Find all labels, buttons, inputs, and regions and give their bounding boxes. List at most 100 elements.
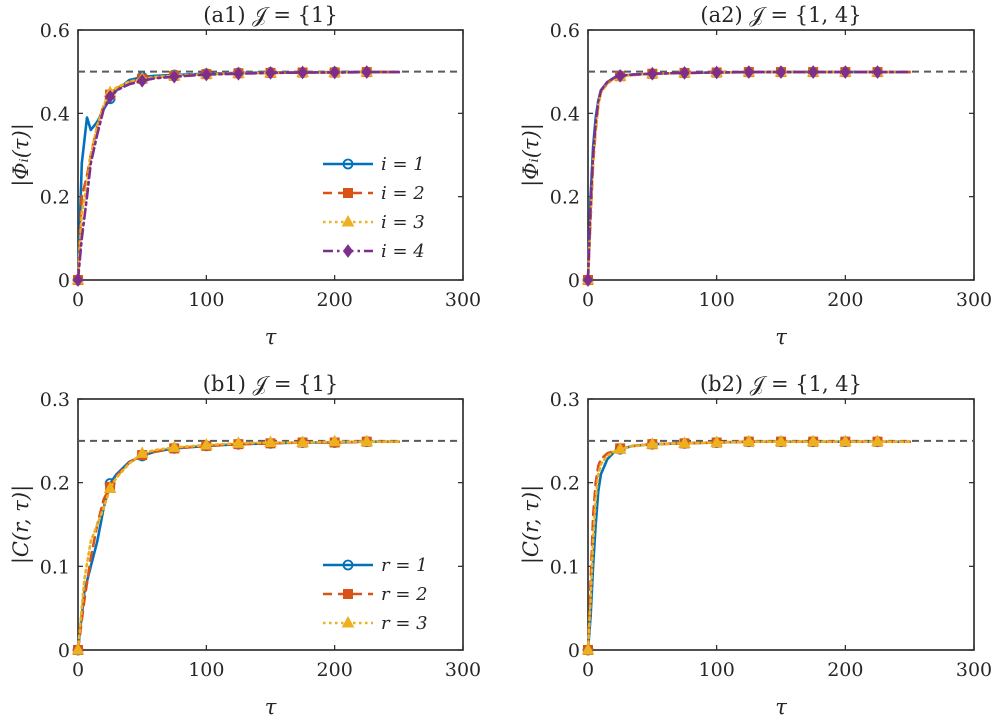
legend: r = 1 r = 2 r = 3 (323, 555, 428, 634)
data-point (71, 642, 85, 655)
legend-marker (342, 244, 354, 258)
x-tick-label: 200 (317, 289, 353, 311)
series-2 (583, 436, 912, 655)
y-tick-label: 0 (568, 270, 580, 292)
legend-label: i = 4 (381, 241, 425, 262)
x-tick-label: 0 (582, 659, 594, 681)
data-point (360, 434, 374, 447)
legend-marker (343, 589, 353, 599)
x-tick-label: 300 (956, 289, 992, 311)
data-point (647, 66, 658, 81)
data-point (775, 65, 787, 79)
series-line (76, 440, 401, 652)
data-point (201, 67, 212, 82)
legend-marker (342, 158, 354, 170)
y-axis-label: |C(r, τ)| (9, 485, 34, 564)
legend-label: i = 3 (381, 212, 425, 233)
data-point (871, 434, 884, 447)
y-tick-label: 0.3 (40, 389, 70, 411)
data-point (774, 434, 788, 447)
legend: i = 1 i = 2 i = 3 i = 4 (323, 154, 425, 262)
legend-marker (342, 559, 354, 571)
data-point (135, 446, 149, 458)
series-1 (582, 66, 912, 286)
series-4 (72, 65, 401, 287)
data-point (742, 434, 756, 447)
plot-frame (587, 398, 975, 651)
y-tick-label: 0 (58, 640, 70, 662)
y-tick-label: 0.2 (40, 473, 70, 495)
panel-title: (a2) 𝒥 = {1, 4} (700, 3, 861, 27)
y-tick-label: 0.2 (550, 187, 580, 209)
x-tick-label: 200 (317, 659, 353, 681)
data-point (678, 436, 691, 448)
data-point (103, 481, 117, 494)
legend-marker (341, 615, 355, 628)
x-tick-label: 100 (188, 289, 224, 311)
x-tick-label: 0 (72, 659, 84, 681)
legend-marker (343, 188, 353, 198)
y-tick-label: 0.1 (40, 556, 70, 578)
x-axis-label: τ (775, 695, 787, 719)
series-4 (582, 65, 912, 287)
data-point (840, 65, 851, 79)
plot-frame (587, 29, 975, 281)
series-line (76, 440, 401, 652)
x-tick-label: 200 (827, 659, 863, 681)
y-tick-label: 0 (58, 270, 70, 292)
data-point (264, 435, 277, 448)
plot-frame (77, 29, 464, 281)
data-point (581, 642, 595, 655)
legend-label: r = 2 (381, 584, 428, 605)
series-line (586, 440, 912, 652)
data-point (104, 89, 116, 104)
data-point (710, 435, 724, 448)
series-line (586, 70, 912, 282)
series-line (586, 70, 912, 282)
data-point (296, 435, 309, 448)
x-tick-label: 0 (72, 289, 84, 311)
series-line (76, 440, 401, 652)
panel-a2: 0 100 200 300 0 0.2 0.4 0.6 (a2) 𝒥 = {1, 4} τ |Φᵢ(… (519, 3, 992, 349)
panel-title: (b2) 𝒥 = {1, 4} (700, 372, 862, 396)
panel-a1: 0 100 200 300 0 0.2 0.4 0.6 (a1) 𝒥 = {1} τ |Φᵢ(τ)|… (9, 3, 481, 349)
data-point (645, 437, 659, 449)
x-tick-label: 100 (699, 289, 735, 311)
legend-label: r = 1 (381, 555, 428, 576)
x-tick-label: 300 (445, 289, 481, 311)
series-3 (71, 434, 401, 655)
series-line (586, 70, 912, 282)
legend-label: r = 3 (381, 613, 428, 634)
legend-label: i = 2 (381, 183, 425, 204)
data-point (361, 65, 372, 79)
data-point (328, 434, 342, 447)
x-tick-label: 300 (445, 659, 481, 681)
data-point (613, 442, 627, 454)
plot-frame (77, 398, 464, 651)
series-1 (582, 436, 912, 656)
y-tick-label: 0 (568, 640, 580, 662)
data-point (808, 65, 819, 79)
y-axis-label: |Φᵢ(τ)| (9, 123, 34, 187)
data-point (233, 66, 244, 81)
panel-b1: 0 100 200 300 0 0.1 0.2 0.3 (b1) 𝒥 = {1} τ |C(r, τ… (9, 372, 481, 719)
y-tick-label: 0.6 (550, 20, 580, 42)
data-point (137, 74, 148, 88)
series-3 (581, 65, 912, 285)
y-tick-label: 0.1 (550, 556, 580, 578)
series-3 (581, 434, 912, 655)
series-2 (583, 67, 912, 285)
data-point (838, 434, 852, 447)
y-tick-label: 0.4 (40, 103, 70, 125)
x-axis-label: τ (775, 325, 787, 349)
data-point (167, 440, 181, 453)
y-tick-label: 0.6 (40, 20, 70, 42)
data-point (169, 69, 180, 84)
data-point (199, 437, 213, 450)
y-tick-label: 0.4 (550, 103, 580, 125)
series-line (586, 440, 912, 652)
data-point (297, 65, 308, 80)
legend-label: i = 1 (381, 154, 425, 175)
x-tick-label: 300 (956, 659, 992, 681)
data-point (711, 65, 722, 80)
